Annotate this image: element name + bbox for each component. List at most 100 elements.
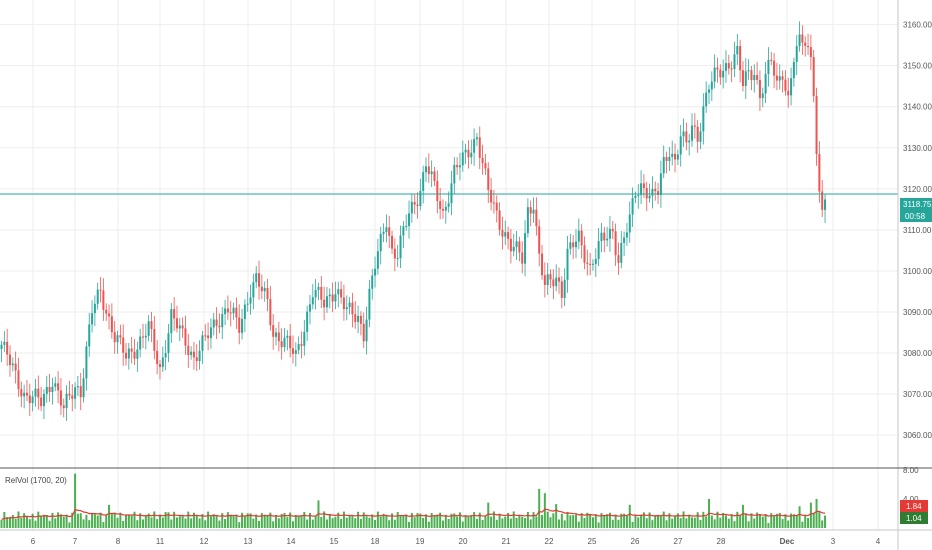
relvol-bar [773,516,776,528]
x-tick-label: 20 [459,537,468,546]
relvol-bar [679,518,682,528]
relvol-bar [125,515,128,528]
candle-body [807,45,810,48]
relvol-bar [478,512,481,528]
candle-body [620,242,623,263]
relvol-bar [311,519,314,528]
x-tick-label: 12 [200,537,209,546]
relvol-y-tick: 8.00 [903,466,919,475]
candle-body [153,328,156,351]
relvol-value-bottom: 1.04 [906,514,922,523]
candle-body [456,164,459,168]
x-tick-label: 27 [674,537,683,546]
candle-body [187,345,190,356]
candle-body [408,213,411,227]
candle-body [246,303,249,305]
relvol-bar [167,512,170,528]
candle-body [158,364,161,368]
relvol-bar [405,514,408,528]
relvol-bar [600,513,603,528]
candle-body [617,255,620,263]
relvol-bar [357,511,360,528]
x-tick-label: 11 [156,537,165,546]
relvol-bar [450,513,453,528]
relvol-bar [764,514,767,528]
candle-body [325,296,328,308]
relvol-bar [691,517,694,528]
candle-body [509,238,512,252]
candle-body [93,303,96,314]
candle-body [323,299,326,308]
relvol-bar [815,499,818,528]
relvol-bar [724,515,727,528]
candle-body [611,228,614,232]
candle-body [144,335,147,338]
relvol-bar [594,514,597,528]
relvol-bar [215,515,218,528]
candle-body [504,232,507,237]
candle-body [642,183,645,189]
candle-body [224,308,227,315]
candle-body [280,341,283,348]
candle-body [252,282,255,298]
x-tick-label: 22 [545,537,554,546]
relvol-bar [331,518,334,528]
x-tick-label: 18 [371,537,380,546]
candle-body [507,232,510,239]
candle-body [266,288,269,300]
candle-body [195,357,198,361]
x-axis-labels[interactable]: 6 7 8 11 12 13 14 15 18 19 20 21 22 25 26 27 28 Dec 3 4 [31,537,881,546]
relvol-bar [657,515,660,528]
relvol-bar [28,519,31,528]
candle-body [215,319,218,326]
relvol-bar [589,513,592,528]
relvol-bar [263,514,266,528]
relvol-value-top: 1.84 [906,502,922,511]
relvol-bar [702,511,705,528]
candle-body [76,386,79,388]
relvol-bar [566,511,569,528]
candle-body [710,81,713,90]
x-tick-label: 19 [416,537,425,546]
relvol-bar [249,513,252,528]
relvol-indicator-label[interactable]: RelVol (1700, 20) [5,476,67,485]
relvol-bar [792,514,795,528]
candle-body [708,89,710,93]
relvol-bar [747,521,750,528]
relvol-bar [710,515,713,528]
relvol-bar [580,513,583,528]
candle-body [515,241,518,247]
candle-body [362,323,365,342]
relvol-bar [235,514,238,528]
candle-body [654,188,657,192]
relvol-bar [300,515,303,528]
candle-body [354,314,357,322]
relvol-badges: 1.84 1.04 [900,500,928,524]
relvol-bar [512,511,515,528]
candle-body [719,69,722,78]
relvol-bar [379,516,382,528]
relvol-bar [91,513,94,528]
candle-body [478,137,481,158]
candle-body [490,189,493,203]
relvol-bar [294,515,297,528]
relvol-bar [535,516,538,528]
relvol-bar [272,521,275,528]
relvol-bar [161,517,164,528]
candle-body [317,286,320,290]
relvol-bar [175,517,178,528]
candle-body [45,386,48,394]
y-axis-labels[interactable]: 3060.00 3070.00 3080.00 3090.00 3100.00 3110.… [903,21,932,441]
relvol-bar [727,518,730,528]
relvol-bar [144,515,147,528]
relvol-bar [402,515,405,528]
last-price-value: 3118.75 [903,200,932,209]
relvol-bar [552,513,555,528]
relvol-bar [204,520,207,528]
relvol-bar [156,519,159,528]
candle-body [416,204,419,207]
y-tick-label: 3130.00 [903,144,932,153]
relvol-bar [195,516,198,528]
relvol-bar [170,519,173,528]
